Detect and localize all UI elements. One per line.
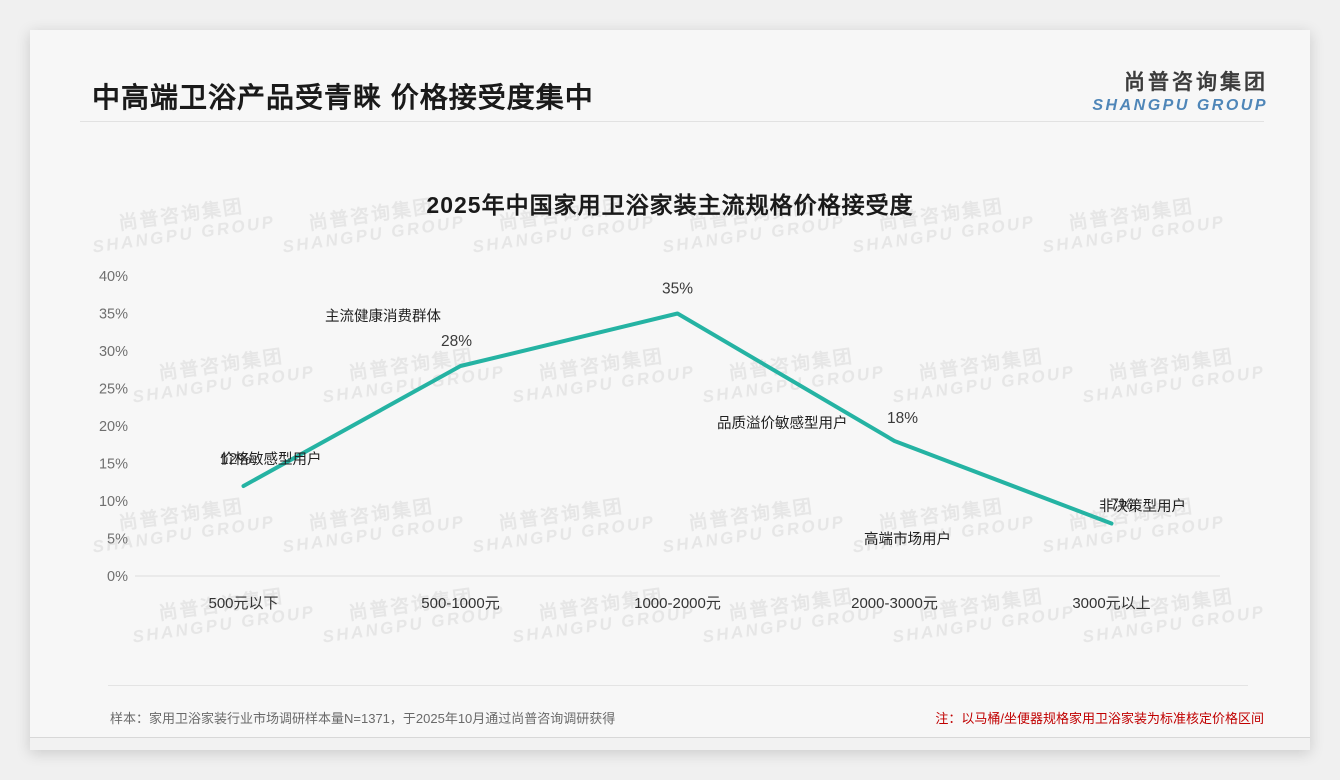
sample-note: 样本：家用卫浴家装行业市场调研样本量N=1371，于2025年10月通过尚普咨询…: [110, 711, 616, 726]
y-axis-tick-label: 15%: [99, 457, 128, 473]
data-point-value-label: 7%: [1110, 497, 1133, 514]
y-axis-tick-label: 30%: [99, 344, 128, 360]
chart-annotation-label: 高端市场用户: [864, 531, 951, 548]
brand-logo: 尚普咨询集团 SHANGPU GROUP: [1092, 66, 1268, 115]
data-series-line: [241, 311, 1114, 526]
x-axis-category-label: 1000-2000元: [634, 595, 721, 612]
page-title: 中高端卫浴产品受青睐 价格接受度集中: [92, 82, 594, 113]
chart-svg: 40% 35% 30% 25% 20% 15% 10% 5% 0% 500元以下 500-1000元…: [99, 269, 1220, 612]
header-divider: [80, 121, 1264, 122]
chart-annotation-label: 主流健康消费群体: [325, 308, 441, 325]
x-axis-category-label: 3000元以上: [1072, 595, 1150, 612]
slide-footer: ©2025.12 SHANGPU GROUP www.shangpu-china…: [30, 738, 1310, 750]
slide-header: 中高端卫浴产品受青睐 价格接受度集中 尚普咨询集团 SHANGPU GROUP: [30, 30, 1310, 122]
data-point-value-label: 12%: [220, 451, 251, 468]
data-point-value-label: 35%: [662, 281, 693, 298]
slide-card: 尚普咨询集团 SHANGPU GROUP 尚普咨询集团 SHANGPU GROUP 尚普…: [30, 30, 1310, 750]
y-axis-tick-label: 25%: [99, 382, 128, 398]
y-axis-tick-label: 10%: [99, 494, 128, 510]
x-axis-category-label: 500元以下: [208, 595, 278, 612]
x-axis-category-label: 500-1000元: [421, 595, 499, 612]
y-axis-tick-label: 20%: [99, 419, 128, 435]
y-axis-tick-label: 35%: [99, 307, 128, 323]
chart-annotation-label: 非决策型用户: [1099, 498, 1186, 515]
methodology-note: 注：以马桶/坐便器规格家用卫浴家装为标准核定价格区间: [935, 711, 1264, 726]
logo-chinese-text: 尚普咨询集团: [1124, 71, 1268, 94]
y-axis-tick-label: 5%: [107, 532, 128, 548]
data-point-value-label: 28%: [441, 333, 472, 350]
y-axis-tick-label: 0%: [107, 569, 128, 585]
data-point-value-label: 18%: [887, 410, 918, 427]
chart-annotation-label: 品质溢价敏感型用户: [717, 415, 848, 432]
chart-annotation-label: 价格敏感型用户: [220, 451, 322, 468]
logo-english-text: SHANGPU GROUP: [1092, 97, 1268, 114]
y-axis-tick-label: 40%: [99, 269, 128, 285]
line-chart: 40% 35% 30% 25% 20% 15% 10% 5% 0% 500元以下 500-1000元…: [30, 30, 1310, 750]
chart-title: 2025年中国家用卫浴家装主流规格价格接受度: [426, 192, 914, 218]
notes-divider: [108, 685, 1248, 686]
footer-divider: [30, 737, 1310, 738]
x-axis-category-label: 2000-3000元: [851, 595, 938, 612]
